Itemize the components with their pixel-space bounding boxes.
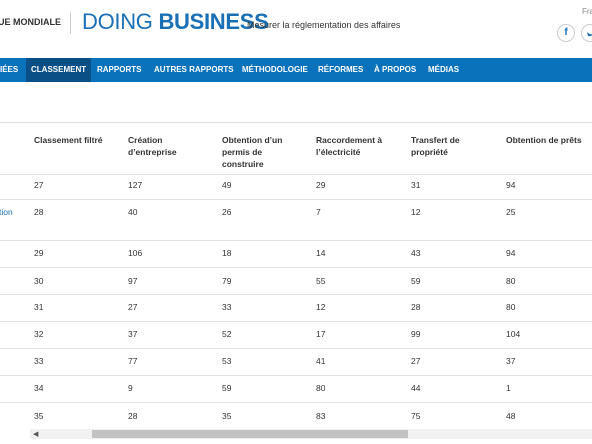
cell: 31 [411,180,421,190]
row-divider [0,240,592,241]
cell: 53 [222,356,232,366]
cell: 59 [222,383,232,393]
nav-bar: IÉES CLASSEMENT RAPPORTS AUTRES RAPPORTS MÉT… [0,58,592,82]
cell: 80 [316,383,326,393]
cell: 49 [222,180,232,190]
cell: 55 [316,276,326,286]
cell: 127 [128,180,143,190]
logo-light: DOING [82,9,153,34]
column-header[interactable]: Obtention d’un permis de construire [222,135,283,169]
cell: 80 [506,302,516,312]
cell: 37 [128,329,138,339]
country-link[interactable]: tion [0,207,13,217]
separator [70,12,71,34]
row-divider [0,348,592,349]
cell: 12 [316,302,326,312]
cell: 18 [222,248,232,258]
cell: 40 [128,207,138,217]
language-link[interactable]: Fra [582,7,592,16]
column-header[interactable]: Classement filtré [34,135,103,145]
cell: 29 [34,248,44,258]
cell: 34 [34,383,44,393]
cell: 48 [506,411,516,421]
cell: 77 [128,356,138,366]
cell: 28 [34,207,44,217]
cell: 12 [411,207,421,217]
twitter-icon [587,32,592,37]
cell: 30 [34,276,44,286]
cell: 17 [316,329,326,339]
row-divider [0,402,592,403]
column-header[interactable]: Raccordement à l’électricité [316,135,383,157]
cell: 7 [316,207,321,217]
logo[interactable]: DOING BUSINESS [82,9,269,35]
cell: 35 [34,411,44,421]
cell: 28 [128,411,138,421]
nav-item[interactable]: CLASSEMENT [26,58,92,82]
logo-bold: BUSINESS [158,9,269,34]
cell: 33 [222,302,232,312]
cell: 25 [506,207,516,217]
cell: 52 [222,329,232,339]
tagline: Mesurer la réglementation des affaires [247,20,401,30]
nav-item[interactable]: RAPPORTS [97,65,142,74]
cell: 35 [222,411,232,421]
scrollbar-thumb[interactable] [92,430,408,438]
nav-item[interactable]: MÉTHODOLOGIE [242,65,308,74]
twitter-button[interactable] [581,24,592,42]
cell: 59 [411,276,421,286]
cell: 43 [411,248,421,258]
nav-item[interactable]: À PROPOS [374,65,417,74]
column-header[interactable]: Obtention de prêts [506,135,582,145]
facebook-button[interactable]: f [557,24,575,42]
nav-item[interactable]: AUTRES RAPPORTS [154,65,234,74]
cell: 104 [506,329,521,339]
nav-item[interactable]: MÉDIAS [428,65,460,74]
cell: 79 [222,276,232,286]
cell: 44 [411,383,421,393]
cell: 75 [411,411,421,421]
cell: 28 [411,302,421,312]
cell: 32 [34,329,44,339]
scroll-arrow[interactable]: ◀ [33,431,39,438]
row-divider [0,375,592,376]
nav-item[interactable]: RÉFORMES [318,65,364,74]
cell: 99 [411,329,421,339]
row-divider [0,267,592,268]
cell: 29 [316,180,326,190]
cell: 33 [34,356,44,366]
cell: 80 [506,276,516,286]
nav-item[interactable]: IÉES [0,65,19,74]
cell: 9 [128,383,133,393]
cell: 27 [411,356,421,366]
row-divider [0,294,592,295]
cell: 41 [316,356,326,366]
row-divider [0,174,592,175]
row-divider [0,199,592,200]
cell: 94 [506,248,516,258]
cell: 106 [128,248,143,258]
cell: 27 [128,302,138,312]
cell: 27 [34,180,44,190]
cell: 1 [506,383,511,393]
column-header[interactable]: Transfert de propriété [411,135,460,157]
cell: 97 [128,276,138,286]
cell: 37 [506,356,516,366]
column-header[interactable]: Création d’entreprise [128,135,177,157]
table-border [0,122,592,123]
cell: 31 [34,302,44,312]
org-name[interactable]: UE MONDIALE [0,17,61,27]
cell: 26 [222,207,232,217]
cell: 94 [506,180,516,190]
cell: 14 [316,248,326,258]
cell: 83 [316,411,326,421]
row-divider [0,321,592,322]
